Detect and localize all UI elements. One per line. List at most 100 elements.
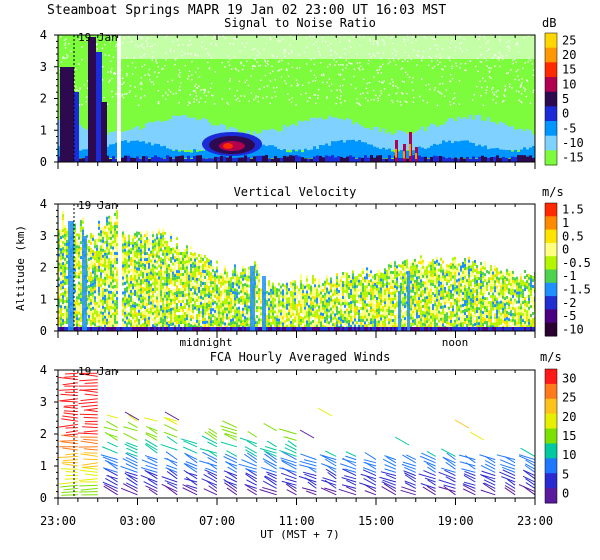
vv-cell xyxy=(290,293,292,297)
vv-cell xyxy=(200,268,202,272)
snr-noise-speck xyxy=(285,82,287,85)
vv-cell xyxy=(216,296,218,300)
vv-cell xyxy=(130,319,132,323)
snr-noise-speck xyxy=(499,65,501,68)
vv-cell xyxy=(100,287,102,291)
vv-cell xyxy=(60,269,62,273)
vv-cell xyxy=(332,305,334,309)
vv-cell xyxy=(230,295,232,299)
vv-cell xyxy=(66,227,68,231)
vv-cell xyxy=(158,228,160,232)
vv-cell xyxy=(194,273,196,277)
snr-noise-speck xyxy=(392,81,394,83)
vv-cell xyxy=(326,317,328,321)
snr-noise-speck xyxy=(196,87,198,89)
vv-cell xyxy=(102,317,104,321)
vv-cell xyxy=(96,265,98,269)
vv-cell xyxy=(362,268,364,272)
vv-cell xyxy=(142,269,144,273)
vv-cell xyxy=(286,297,288,301)
vv-cell xyxy=(322,321,324,325)
vv-cell xyxy=(108,236,110,240)
vv-cell xyxy=(158,309,160,313)
snr-noise-speck xyxy=(274,91,276,93)
vv-cell xyxy=(342,316,344,320)
snr-band-blue xyxy=(508,149,511,158)
snr-noise-speck xyxy=(367,100,369,102)
vv-cell xyxy=(270,288,272,292)
vv-cell xyxy=(88,284,90,288)
snr-noise-speck xyxy=(188,101,190,104)
vv-cell xyxy=(208,265,210,269)
vv-cell xyxy=(210,266,212,270)
vv-cell xyxy=(336,297,338,301)
vv-cell xyxy=(136,249,138,253)
snr-band-blue xyxy=(367,144,370,158)
snr-noise-speck xyxy=(421,60,423,62)
vv-cell xyxy=(230,313,232,317)
vv-cell xyxy=(112,324,114,328)
snr-band-lightblue xyxy=(457,116,460,150)
vv-cell xyxy=(372,320,374,324)
vv-cell xyxy=(64,260,66,264)
vv-cell xyxy=(104,315,106,319)
snr-noise-speck xyxy=(449,59,451,62)
snr-band-lightblue xyxy=(364,128,367,150)
snr-noise-speck xyxy=(101,65,104,68)
vv-cell xyxy=(166,303,168,307)
snr-noise-speck xyxy=(85,39,87,42)
vv-cell xyxy=(370,285,372,289)
vv-cell xyxy=(288,309,290,313)
snr-band-blue xyxy=(445,142,448,158)
vv-cell xyxy=(202,266,204,270)
snr-band-lightblue xyxy=(274,129,277,150)
vv-cell xyxy=(134,289,136,293)
vv-cell xyxy=(112,276,114,280)
vv-cell xyxy=(166,246,168,250)
vv-cell xyxy=(212,281,214,285)
vv-cell xyxy=(136,306,138,310)
vv-cell xyxy=(112,273,114,277)
vv-cell xyxy=(352,303,354,307)
snr-band-ground xyxy=(478,156,481,162)
snr-band-lightblue xyxy=(196,120,199,150)
vv-cell xyxy=(374,279,376,283)
vv-cell xyxy=(134,316,136,320)
vv-cell xyxy=(334,316,336,320)
vv-cell xyxy=(66,245,68,249)
snr-noise-speck xyxy=(265,96,268,98)
vv-cell xyxy=(102,281,104,285)
vv-cell xyxy=(176,261,178,265)
vv-cell xyxy=(326,323,328,327)
vv-cell xyxy=(386,311,388,315)
vv-cell xyxy=(138,312,140,316)
vv-cell xyxy=(148,307,150,311)
vv-cell xyxy=(350,316,352,320)
vv-cell xyxy=(132,274,134,278)
vv-cell xyxy=(174,262,176,266)
vv-cell xyxy=(144,300,146,304)
vv-cell xyxy=(292,300,294,304)
vv-cell xyxy=(316,312,318,316)
vv-cell xyxy=(374,282,376,286)
vv-cell xyxy=(112,318,114,322)
vv-cell xyxy=(112,264,114,268)
vv-cell xyxy=(160,308,162,312)
vv-cell xyxy=(274,325,276,329)
vv-cell xyxy=(152,231,154,235)
vv-cell xyxy=(232,282,234,286)
vv-cell xyxy=(114,308,116,312)
vv-cell xyxy=(64,272,66,276)
snr-noise-speck xyxy=(477,70,479,73)
vv-cell xyxy=(214,321,216,325)
vv-cell xyxy=(136,285,138,289)
vv-cell xyxy=(126,250,128,254)
vv-cell xyxy=(170,322,172,326)
vv-cell xyxy=(102,323,104,327)
vv-cell xyxy=(144,309,146,313)
vv-cell xyxy=(92,291,94,295)
vv-cell xyxy=(272,306,274,310)
snr-noise-speck xyxy=(363,78,365,80)
snr-band-ground xyxy=(517,155,520,162)
vv-cell xyxy=(156,278,158,282)
